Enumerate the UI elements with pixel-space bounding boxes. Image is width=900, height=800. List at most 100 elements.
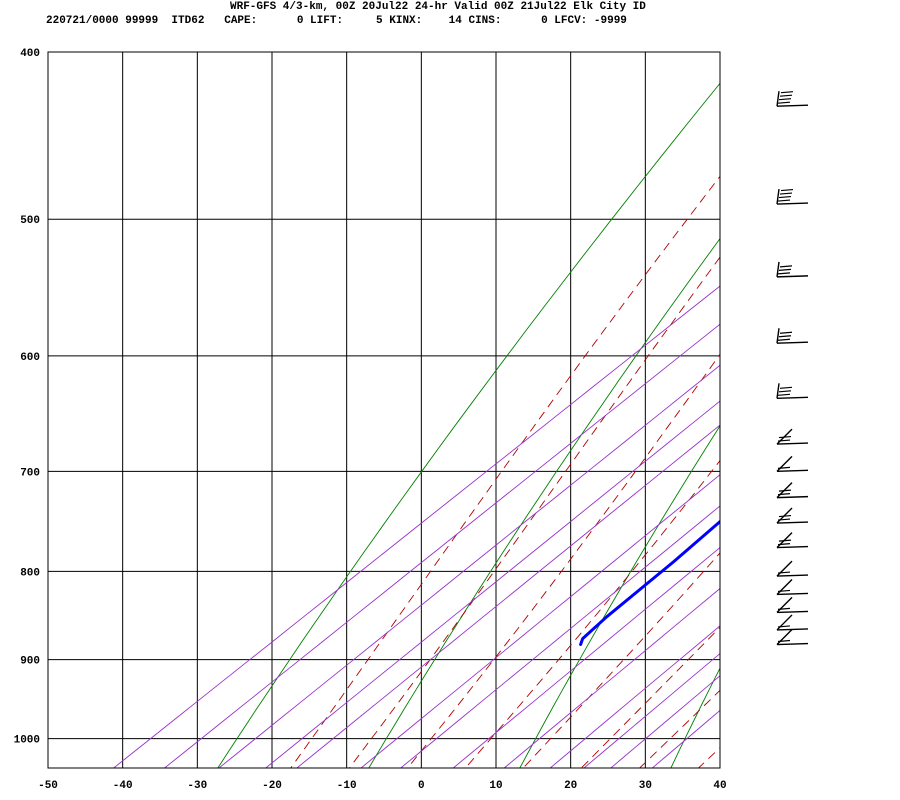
wind-barb-flag	[777, 101, 791, 104]
wind-barb-flag	[777, 466, 791, 469]
wind-barb-flag	[777, 639, 791, 643]
wind-barb-shaft	[776, 328, 780, 344]
mixing-ratio-line	[549, 625, 720, 768]
wind-barb	[776, 596, 809, 614]
chart-title: WRF-GFS 4/3-km, 00Z 20Jul22 24-hr Valid …	[230, 1, 646, 13]
x-tick-label: 40	[713, 780, 726, 792]
wind-barb	[776, 578, 809, 596]
y-tick-label: 500	[20, 215, 40, 227]
wind-barb-shaft	[776, 560, 793, 577]
x-tick-label: -40	[113, 780, 133, 792]
wind-barb-staff	[776, 202, 809, 205]
mixing-ratio-line	[360, 474, 720, 768]
wind-barb-shaft	[776, 91, 780, 107]
temperature-profile	[805, 106, 900, 644]
wind-barb-flag	[777, 625, 791, 628]
wind-barb-flag	[777, 571, 791, 574]
wind-barb-flag	[780, 188, 794, 192]
wind-barb	[776, 91, 809, 107]
mixing-ratio-line	[112, 285, 720, 768]
wind-barb-flag	[779, 94, 793, 97]
wind-barb-shaft	[776, 629, 793, 646]
wind-barb-staff	[776, 341, 809, 344]
wind-barb-shaft	[776, 455, 793, 472]
wind-barb-flag	[777, 199, 791, 202]
wind-barb-flag	[778, 435, 792, 439]
dry-adiabat-line	[368, 237, 720, 768]
dewpoint-profile	[579, 519, 720, 646]
wind-barb-flag	[777, 589, 791, 593]
mixing-ratio-line	[218, 364, 720, 768]
wind-barb-flag	[777, 272, 791, 275]
x-tick-label: 10	[489, 780, 502, 792]
mixing-ratio-line	[610, 675, 720, 768]
wind-barb-flag	[778, 489, 792, 492]
sounding-indices: 220721/0000 99999 ITD62 CAPE: 0 LIFT: 5 …	[46, 15, 627, 27]
wind-barb-shaft	[776, 188, 780, 205]
moist-adiabat-line	[639, 689, 720, 768]
x-tick-label: 30	[639, 780, 652, 792]
dry-adiabat-line	[670, 667, 720, 768]
x-tick-label: -30	[187, 780, 207, 792]
wind-barb-staff	[776, 642, 809, 646]
wind-barb	[776, 428, 809, 445]
dry-adiabat-line	[805, 0, 900, 800]
wind-barb-staff	[776, 396, 809, 400]
wind-barb	[776, 629, 809, 646]
wind-barb-flag	[778, 514, 792, 518]
moist-adiabat-line	[290, 175, 720, 768]
wind-barb-flag	[778, 98, 792, 101]
wind-barb-staff	[776, 610, 809, 614]
x-tick-label: -20	[262, 780, 282, 792]
wind-barb-flag	[778, 539, 792, 542]
mixing-ratio-line	[651, 709, 720, 768]
wind-barb	[776, 455, 809, 473]
wind-barb	[776, 614, 809, 631]
wind-barb	[776, 328, 809, 344]
moist-adiabat-line	[464, 459, 720, 768]
wind-barb-flag	[779, 386, 793, 389]
moist-adiabat-line	[580, 626, 720, 768]
wind-barb-flag	[777, 607, 791, 611]
wind-barb-staff	[776, 592, 809, 596]
moist-adiabat-line	[712, 0, 900, 800]
x-tick-label: -50	[38, 780, 58, 792]
y-tick-label: 700	[20, 467, 40, 479]
wind-barb-flag	[778, 335, 792, 338]
wind-barb-flag	[777, 338, 791, 341]
dry-adiabat-line	[519, 424, 720, 768]
wind-barb-staff	[776, 442, 809, 445]
wind-barb-shaft	[776, 383, 780, 399]
x-tick-label: 20	[564, 780, 577, 792]
wind-barb-shaft	[776, 614, 793, 631]
wind-barb-staff	[776, 275, 809, 278]
mixing-ratio-line	[400, 505, 720, 768]
wind-barb	[776, 188, 809, 205]
mixing-ratio-line	[163, 323, 720, 768]
wind-barb-staff	[776, 104, 809, 107]
moist-adiabat-line	[406, 353, 720, 768]
wind-barb-shaft	[776, 261, 780, 277]
wind-barb-flag	[779, 331, 793, 334]
wind-barb	[776, 261, 809, 278]
y-tick-label: 600	[20, 352, 40, 364]
wind-barb-staff	[776, 521, 809, 524]
x-tick-label: 0	[418, 780, 425, 792]
dry-adiabat-line	[217, 82, 720, 768]
thermo-grid	[48, 0, 900, 800]
wind-barb-staff	[776, 495, 809, 499]
wind-barb-flag	[777, 393, 791, 396]
wind-barb-staff	[776, 469, 809, 473]
sounding-header: WRF-GFS 4/3-km, 00Z 20Jul22 24-hr Valid …	[0, 0, 900, 32]
plot-frame	[47, 51, 721, 769]
moist-adiabat-line	[522, 552, 720, 768]
wind-barb	[776, 383, 809, 400]
wind-barb-flag	[777, 439, 791, 442]
wind-barb-shaft	[776, 578, 793, 595]
y-tick-label: 900	[20, 656, 40, 668]
profile-series	[579, 106, 900, 646]
moist-adiabat-line	[348, 256, 720, 768]
mixing-ratio-line	[265, 400, 720, 768]
wind-barb	[776, 507, 809, 524]
